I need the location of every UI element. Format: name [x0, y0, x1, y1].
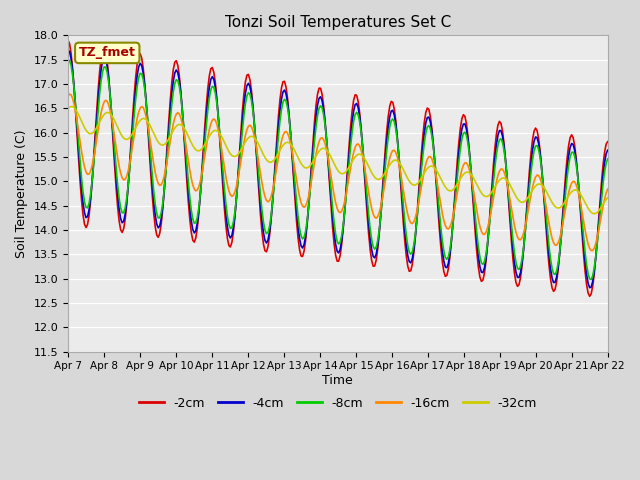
-8cm — [253, 156, 261, 162]
-32cm — [244, 135, 252, 141]
-8cm — [575, 187, 583, 192]
-32cm — [301, 165, 309, 171]
-4cm — [252, 141, 260, 146]
-16cm — [588, 248, 595, 253]
-32cm — [67, 104, 75, 109]
-16cm — [227, 192, 234, 198]
-4cm — [225, 232, 233, 238]
-2cm — [604, 139, 612, 144]
-2cm — [300, 248, 308, 254]
-32cm — [132, 125, 140, 131]
-8cm — [604, 156, 612, 162]
-4cm — [574, 171, 582, 177]
-4cm — [131, 103, 138, 109]
-2cm — [574, 172, 582, 178]
-16cm — [604, 186, 612, 192]
X-axis label: Time: Time — [323, 374, 353, 387]
-4cm — [604, 147, 612, 153]
Legend: -2cm, -4cm, -8cm, -16cm, -32cm: -2cm, -4cm, -8cm, -16cm, -32cm — [134, 392, 542, 415]
-16cm — [253, 151, 261, 157]
-2cm — [252, 145, 260, 151]
-8cm — [66, 58, 74, 63]
-2cm — [586, 293, 593, 299]
-2cm — [131, 93, 138, 98]
Line: -2cm: -2cm — [68, 40, 608, 296]
-8cm — [132, 96, 140, 102]
-2cm — [243, 72, 251, 78]
-8cm — [588, 276, 595, 282]
-32cm — [604, 195, 612, 201]
-16cm — [301, 203, 309, 209]
-32cm — [575, 190, 583, 195]
Line: -8cm: -8cm — [68, 60, 608, 279]
-8cm — [301, 228, 309, 234]
-4cm — [586, 285, 593, 290]
Line: -32cm: -32cm — [68, 107, 608, 214]
-32cm — [590, 211, 598, 216]
-16cm — [244, 123, 252, 129]
-4cm — [64, 48, 72, 53]
-16cm — [66, 91, 74, 97]
-4cm — [300, 242, 308, 248]
-2cm — [64, 37, 72, 43]
Y-axis label: Soil Temperature (C): Soil Temperature (C) — [15, 129, 28, 258]
-32cm — [227, 151, 234, 156]
-16cm — [64, 93, 72, 99]
-2cm — [225, 243, 233, 249]
Title: Tonzi Soil Temperatures Set C: Tonzi Soil Temperatures Set C — [225, 15, 451, 30]
-32cm — [253, 139, 261, 145]
Line: -4cm: -4cm — [68, 50, 608, 288]
-16cm — [132, 123, 140, 129]
-8cm — [244, 90, 252, 96]
Line: -16cm: -16cm — [68, 94, 608, 251]
-16cm — [575, 193, 583, 199]
-32cm — [64, 106, 72, 112]
-4cm — [243, 83, 251, 88]
-8cm — [64, 58, 72, 63]
-8cm — [227, 226, 234, 231]
Text: TZ_fmet: TZ_fmet — [79, 47, 136, 60]
